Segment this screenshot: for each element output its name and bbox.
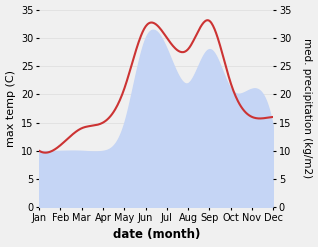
Y-axis label: max temp (C): max temp (C) xyxy=(5,70,16,147)
Y-axis label: med. precipitation (kg/m2): med. precipitation (kg/m2) xyxy=(302,38,313,179)
X-axis label: date (month): date (month) xyxy=(113,228,200,242)
